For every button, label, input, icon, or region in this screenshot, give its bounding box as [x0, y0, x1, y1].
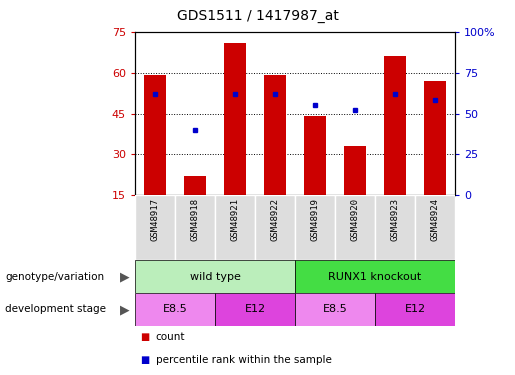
Bar: [264, 75, 286, 195]
Text: count: count: [156, 332, 185, 342]
Text: GSM48919: GSM48919: [311, 198, 319, 241]
Bar: [224, 43, 246, 195]
Bar: [135, 260, 295, 293]
Text: ■: ■: [140, 355, 149, 365]
Text: GDS1511 / 1417987_at: GDS1511 / 1417987_at: [177, 9, 338, 23]
Bar: [175, 195, 215, 260]
Text: ▶: ▶: [120, 270, 130, 283]
Bar: [375, 195, 415, 260]
Text: GSM48917: GSM48917: [150, 198, 160, 241]
Text: E12: E12: [404, 304, 425, 315]
Text: GSM48918: GSM48918: [191, 198, 199, 241]
Bar: [135, 195, 175, 260]
Text: GSM48922: GSM48922: [270, 198, 280, 241]
Text: E8.5: E8.5: [163, 304, 187, 315]
Bar: [144, 75, 166, 195]
Text: ■: ■: [140, 332, 149, 342]
Text: wild type: wild type: [190, 272, 241, 282]
Text: development stage: development stage: [5, 304, 106, 315]
Bar: [295, 260, 455, 293]
Bar: [304, 116, 326, 195]
Text: GSM48920: GSM48920: [351, 198, 359, 241]
Text: E8.5: E8.5: [322, 304, 348, 315]
Bar: [295, 195, 335, 260]
Bar: [255, 195, 295, 260]
Text: GSM48923: GSM48923: [390, 198, 400, 241]
Text: percentile rank within the sample: percentile rank within the sample: [156, 355, 332, 365]
Text: genotype/variation: genotype/variation: [5, 272, 104, 282]
Bar: [215, 293, 295, 326]
Bar: [295, 293, 375, 326]
Text: GSM48924: GSM48924: [431, 198, 439, 241]
Bar: [184, 176, 206, 195]
Text: E12: E12: [245, 304, 266, 315]
Bar: [415, 195, 455, 260]
Text: RUNX1 knockout: RUNX1 knockout: [329, 272, 422, 282]
Bar: [215, 195, 255, 260]
Bar: [375, 293, 455, 326]
Bar: [135, 293, 215, 326]
Text: GSM48921: GSM48921: [231, 198, 239, 241]
Bar: [335, 195, 375, 260]
Bar: [384, 57, 406, 195]
Text: ▶: ▶: [120, 303, 130, 316]
Bar: [424, 81, 446, 195]
Bar: [344, 146, 366, 195]
